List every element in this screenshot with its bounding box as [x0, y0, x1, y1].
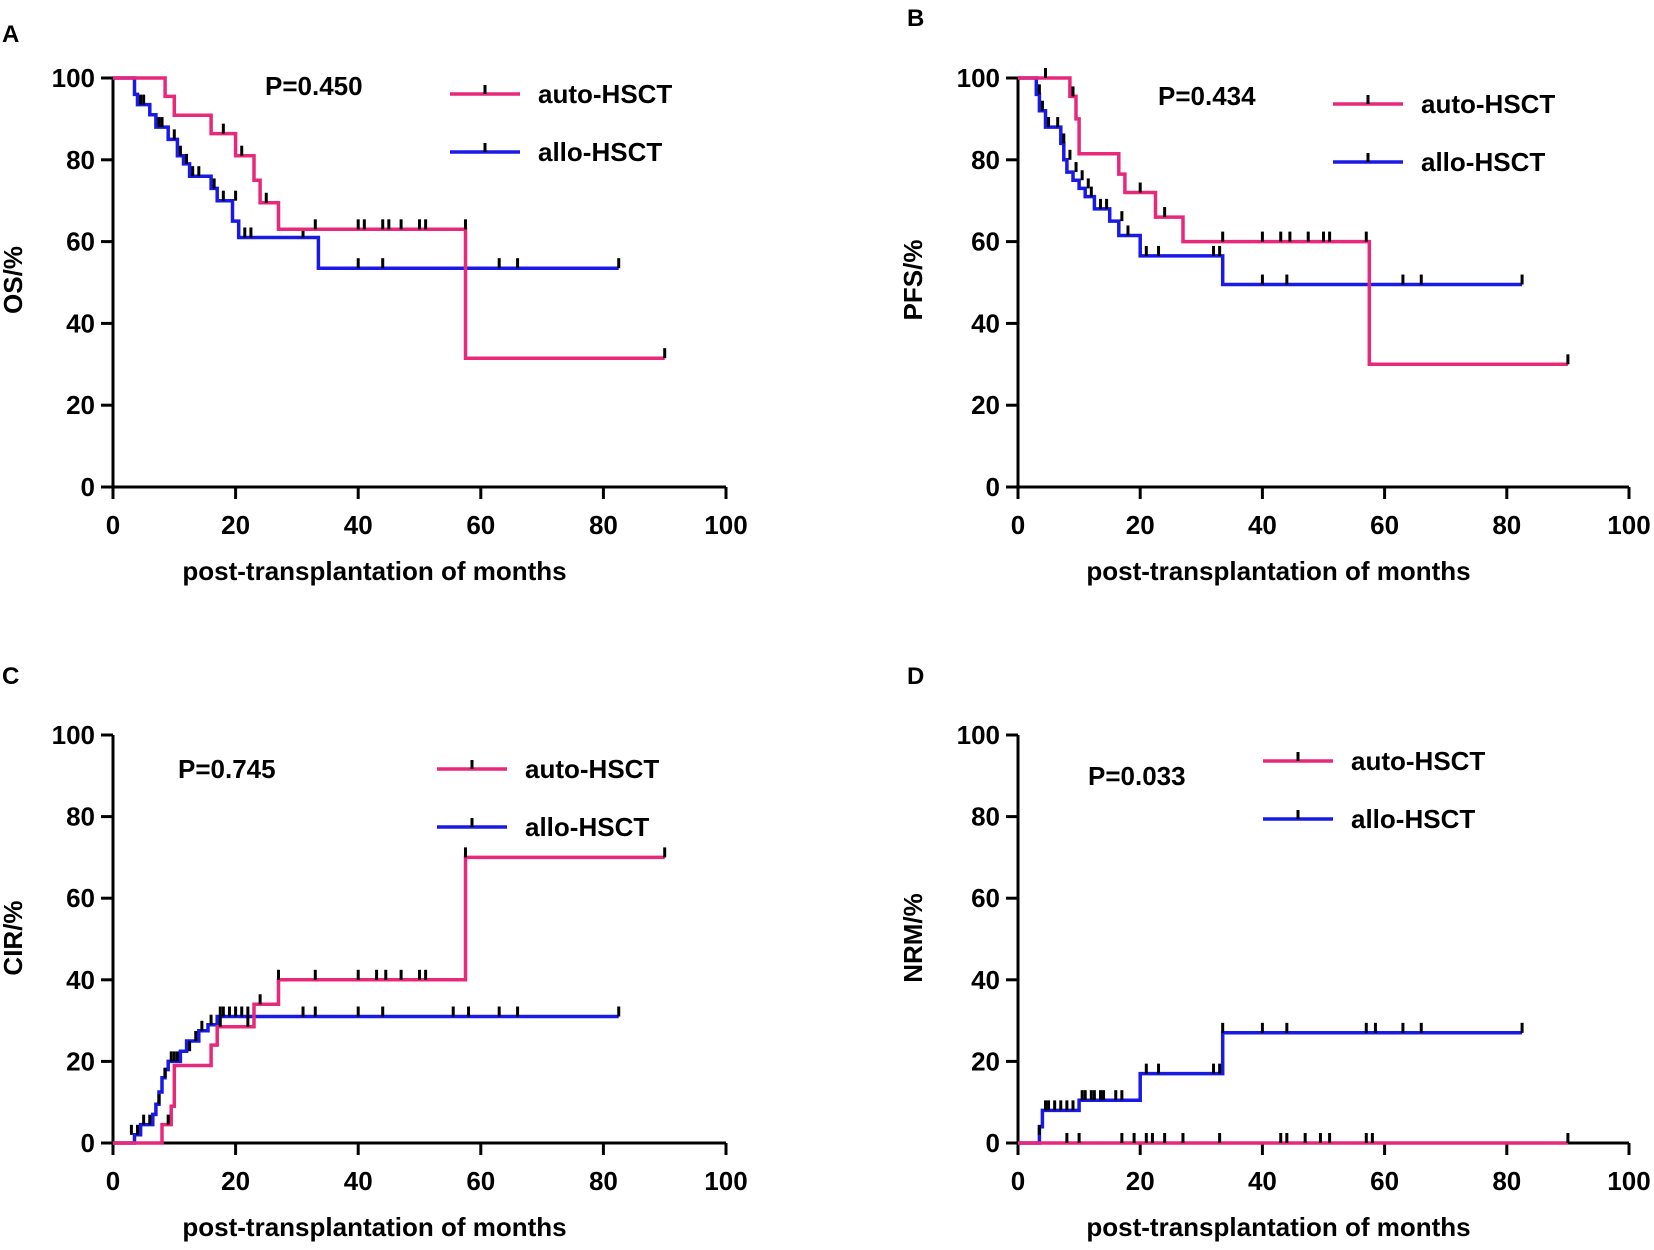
y-tick-label: 40 — [66, 308, 95, 338]
series-line-allo — [1018, 76, 1523, 287]
series-line-auto — [1018, 76, 1568, 367]
legend-label-allo: allo-HSCT — [525, 812, 649, 842]
x-tick-label: 80 — [1492, 510, 1521, 540]
y-tick-label: 100 — [52, 720, 95, 750]
panel-letter: A — [2, 21, 19, 48]
p-value: P=0.033 — [1088, 761, 1186, 791]
y-tick-label: 40 — [66, 965, 95, 995]
legend-label-allo: allo-HSCT — [1421, 147, 1545, 177]
legend-label-auto: auto-HSCT — [525, 754, 659, 784]
y-tick-label: 60 — [971, 883, 1000, 913]
series-line-auto — [113, 855, 665, 1145]
x-tick-label: 80 — [589, 1166, 618, 1196]
x-tick-label: 80 — [589, 510, 618, 540]
y-tick-label: 40 — [971, 308, 1000, 338]
x-tick-label: 0 — [1011, 1166, 1025, 1196]
legend-label-auto: auto-HSCT — [1421, 89, 1555, 119]
y-tick-label: 20 — [971, 1046, 1000, 1076]
p-value: P=0.450 — [265, 71, 363, 101]
y-tick-label: 0 — [986, 1128, 1000, 1158]
y-tick-label: 80 — [971, 145, 1000, 175]
legend-label-allo: allo-HSCT — [538, 137, 662, 167]
x-tick-label: 20 — [221, 510, 250, 540]
y-axis-label: NRM/% — [898, 893, 928, 983]
y-tick-label: 60 — [66, 883, 95, 913]
legend-label-allo: allo-HSCT — [1351, 804, 1475, 834]
y-tick-label: 20 — [66, 1046, 95, 1076]
y-tick-label: 100 — [52, 63, 95, 93]
y-tick-label: 40 — [971, 965, 1000, 995]
legend-label-auto: auto-HSCT — [538, 79, 672, 109]
panel-c: C 0 20 40 60 80 100 0 20 40 60 80 100 post-transplant… — [0, 663, 748, 1242]
x-tick-label: 100 — [1607, 1166, 1650, 1196]
series-line-allo — [113, 1014, 619, 1145]
x-axis-label: post-transplantation of months — [182, 1212, 566, 1242]
x-tick-label: 20 — [1126, 510, 1155, 540]
x-tick-label: 60 — [466, 510, 495, 540]
y-tick-label: 60 — [66, 227, 95, 257]
x-axis-label: post-transplantation of months — [182, 556, 566, 586]
y-tick-label: 80 — [66, 145, 95, 175]
y-tick-label: 20 — [971, 390, 1000, 420]
panel-d: D 0 20 40 60 80 100 0 20 40 60 80 100 post-transplant… — [898, 663, 1651, 1242]
x-tick-label: 40 — [344, 1166, 373, 1196]
y-axis-label: CIR/% — [0, 900, 28, 975]
x-tick-label: 20 — [1126, 1166, 1155, 1196]
p-value: P=0.434 — [1158, 81, 1256, 111]
y-tick-label: 0 — [986, 472, 1000, 502]
y-tick-label: 80 — [66, 802, 95, 832]
y-axis-label: PFS/% — [898, 240, 928, 321]
series-line-allo — [113, 76, 619, 270]
x-tick-label: 80 — [1492, 1166, 1521, 1196]
y-tick-label: 60 — [971, 227, 1000, 257]
panel-letter: C — [2, 663, 19, 690]
x-tick-label: 40 — [344, 510, 373, 540]
y-tick-label: 100 — [957, 63, 1000, 93]
x-tick-label: 60 — [1370, 1166, 1399, 1196]
y-tick-label: 100 — [957, 720, 1000, 750]
x-tick-label: 40 — [1248, 1166, 1277, 1196]
y-tick-label: 20 — [66, 390, 95, 420]
panel-b: B 0 20 40 60 80 100 0 20 40 60 80 100 post-transplant… — [898, 5, 1651, 586]
panel-letter: B — [907, 5, 924, 32]
x-tick-label: 100 — [704, 510, 747, 540]
series-line-allo — [1018, 1031, 1523, 1145]
series-line-auto — [113, 76, 665, 360]
y-tick-label: 0 — [81, 472, 95, 502]
x-tick-label: 0 — [106, 1166, 120, 1196]
x-tick-label: 60 — [1370, 510, 1399, 540]
x-tick-label: 60 — [466, 1166, 495, 1196]
y-tick-label: 0 — [81, 1128, 95, 1158]
x-tick-label: 0 — [1011, 510, 1025, 540]
x-tick-label: 100 — [1607, 510, 1650, 540]
p-value: P=0.745 — [178, 754, 276, 784]
x-tick-label: 0 — [106, 510, 120, 540]
x-tick-label: 40 — [1248, 510, 1277, 540]
x-axis-label: post-transplantation of months — [1086, 1212, 1470, 1242]
x-tick-label: 20 — [221, 1166, 250, 1196]
panel-letter: D — [907, 663, 924, 690]
x-tick-label: 100 — [704, 1166, 747, 1196]
panel-a: A 0 20 40 60 80 100 0 20 40 60 80 100 post-transplant… — [0, 21, 748, 586]
legend-label-auto: auto-HSCT — [1351, 746, 1485, 776]
y-axis-label: OS/% — [0, 246, 28, 314]
y-tick-label: 80 — [971, 802, 1000, 832]
x-axis-label: post-transplantation of months — [1086, 556, 1470, 586]
